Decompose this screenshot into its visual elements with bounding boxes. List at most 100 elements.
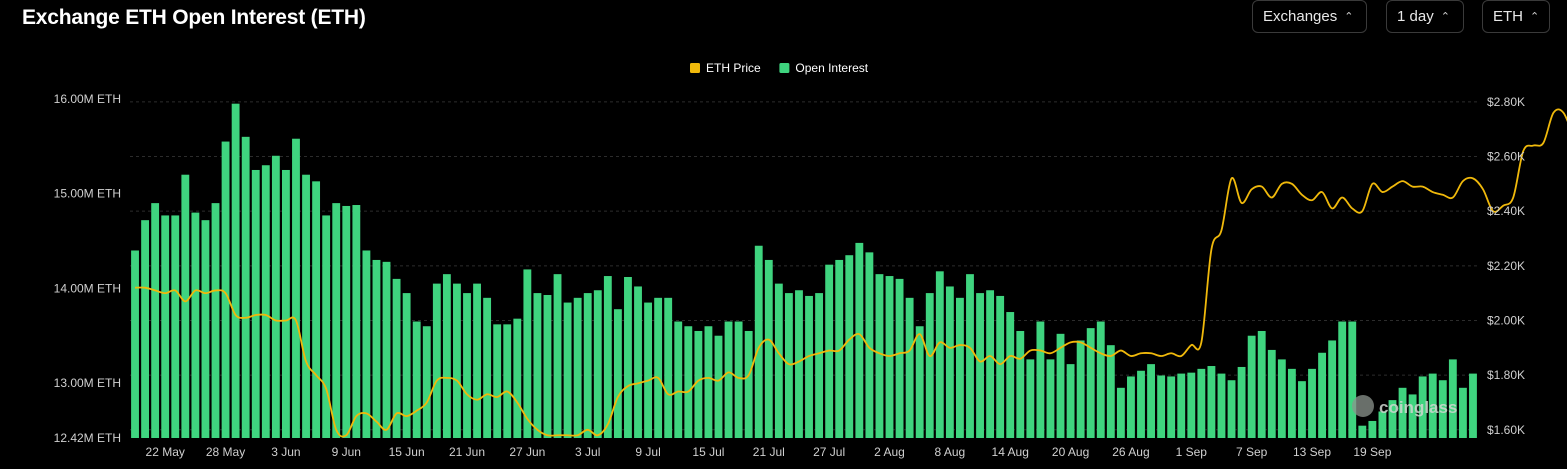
x-axis-tick-label: 1 Sep (1176, 445, 1208, 459)
open-interest-bar (171, 215, 180, 438)
open-interest-bar (342, 205, 351, 438)
coin-select-label: ETH (1493, 8, 1523, 25)
open-interest-bar (1147, 364, 1155, 438)
left-axis-tick-label: 12.42M ETH (54, 431, 121, 445)
page-title: Exchange ETH Open Interest (ETH) (22, 6, 366, 29)
open-interest-bar (845, 255, 854, 438)
open-interest-bar (1298, 381, 1306, 438)
open-interest-bar (543, 294, 552, 438)
open-interest-bar (986, 290, 995, 438)
open-interest-bar (1177, 373, 1186, 438)
chevron-updown-icon: ⌃ (1530, 11, 1540, 23)
right-axis-tick-label: $2.60K (1487, 150, 1525, 164)
interval-select-label: 1 day (1397, 8, 1434, 25)
open-interest-bar (905, 297, 914, 438)
open-interest-bar (533, 293, 542, 438)
open-interest-bar (1469, 373, 1477, 438)
open-interest-bar (1106, 345, 1115, 438)
open-interest-bar (1197, 368, 1206, 438)
open-interest-bar (1438, 380, 1447, 438)
open-interest-bar (1287, 368, 1296, 438)
open-interest-bar (996, 295, 1005, 438)
open-interest-bar (1448, 359, 1457, 438)
left-axis-tick-label: 14.00M ETH (54, 281, 121, 295)
open-interest-bar (332, 203, 341, 438)
open-interest-bar (1358, 425, 1367, 438)
open-interest-bar (503, 324, 512, 438)
open-interest-bar (523, 269, 532, 438)
open-interest-bar (352, 205, 361, 438)
open-interest-bar (875, 274, 884, 438)
open-interest-bar (935, 271, 944, 438)
exchanges-select[interactable]: Exchanges ⌃ (1252, 0, 1367, 33)
open-interest-bar (1217, 373, 1226, 438)
x-axis-tick-label: 3 Jul (575, 445, 600, 459)
open-interest-bar (956, 297, 964, 438)
right-axis-tick-label: $2.00K (1487, 313, 1525, 327)
open-interest-bar (1207, 366, 1216, 438)
open-interest-bar (976, 293, 984, 438)
x-axis-tick-label: 22 May (146, 445, 185, 459)
open-interest-bar (1308, 368, 1316, 438)
interval-select[interactable]: 1 day ⌃ (1386, 0, 1464, 33)
open-interest-bar (1056, 333, 1065, 438)
open-interest-bar (1428, 373, 1437, 438)
open-interest-bar (141, 220, 150, 438)
open-interest-bar (181, 174, 190, 439)
open-interest-bar (613, 309, 622, 438)
open-interest-bar (1137, 370, 1145, 438)
open-interest-bar (221, 141, 230, 438)
right-axis-tick-label: $1.60K (1487, 423, 1525, 437)
chart-gridlines (130, 101, 1478, 431)
open-interest-bar (664, 297, 673, 438)
open-interest-bar (473, 283, 481, 438)
open-interest-bar (764, 259, 773, 438)
legend-swatch (690, 63, 700, 73)
chevron-updown-icon: ⌃ (1344, 11, 1354, 23)
open-interest-bar (1016, 330, 1025, 438)
x-axis-tick-label: 9 Jul (635, 445, 660, 459)
open-interest-bar (835, 259, 844, 438)
open-interest-bar (1348, 321, 1357, 438)
open-interest-bar (422, 326, 431, 438)
open-interest-bar (453, 283, 461, 438)
open-interest-bar (925, 293, 934, 438)
open-interest-bar (553, 274, 562, 438)
open-interest-bar (412, 321, 421, 438)
exchanges-select-label: Exchanges (1263, 8, 1338, 25)
open-interest-bar (1227, 380, 1236, 438)
open-interest-bar (1388, 400, 1397, 438)
open-interest-bar (624, 276, 632, 438)
coinglass-watermark-text: coinglass (1379, 398, 1457, 417)
open-interest-bar (1318, 352, 1326, 438)
open-interest-bar (1398, 387, 1407, 438)
open-interest-bar (1418, 376, 1427, 438)
open-interest-bar (1257, 330, 1266, 438)
x-axis-tick-label: 26 Aug (1112, 445, 1149, 459)
open-interest-bar (966, 274, 974, 438)
open-interest-bar (1187, 372, 1196, 438)
eth-price-line (135, 108, 1567, 438)
open-interest-bar (583, 293, 592, 438)
open-interest-bar (744, 330, 753, 438)
open-interest-bar (1408, 394, 1417, 438)
open-interest-bar (1127, 376, 1135, 438)
x-axis-tick-label: 9 Jun (332, 445, 361, 459)
x-axis-tick-label: 28 May (206, 445, 245, 459)
open-interest-bar (563, 302, 572, 438)
open-interest-bar (463, 293, 471, 438)
open-interest-bar (795, 290, 803, 438)
open-interest-bar (231, 103, 240, 438)
open-interest-bar (674, 321, 683, 438)
open-interest-bar (1036, 321, 1045, 438)
open-interest-bar (211, 203, 220, 438)
open-interest-bar (895, 278, 904, 438)
open-interest-bar (593, 290, 602, 438)
coin-select[interactable]: ETH ⌃ (1482, 0, 1550, 33)
eth-price-line-group (135, 108, 1567, 438)
open-interest-bar (442, 274, 451, 438)
open-interest-bar (1338, 321, 1347, 438)
open-interest-bar (382, 261, 391, 438)
open-interest-bar (261, 165, 270, 438)
